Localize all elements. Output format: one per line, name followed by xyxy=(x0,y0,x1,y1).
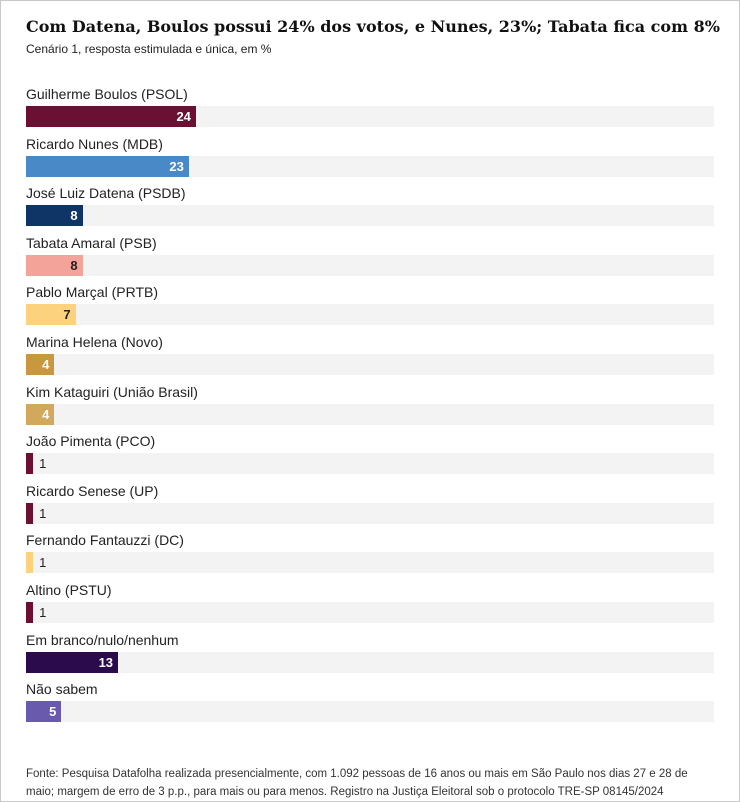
bar-category-label: João Pimenta (PCO) xyxy=(26,433,156,450)
bar xyxy=(26,353,55,375)
bar-track: 13 xyxy=(26,651,714,673)
bar-row: João Pimenta (PCO) 1 xyxy=(26,431,714,481)
bar-value-label: 4 xyxy=(42,406,50,422)
bar xyxy=(26,254,83,276)
bar-category-label: Kim Kataguiri (União Brasil) xyxy=(26,383,198,400)
bar-value-label: 1 xyxy=(39,555,47,571)
bar-track: 4 xyxy=(26,353,714,375)
bar-value-label: 24 xyxy=(176,109,191,124)
bar-track: 7 xyxy=(26,304,714,326)
bar-row: Marina Helena (Novo) 4 xyxy=(26,332,714,382)
bar-track: 8 xyxy=(26,205,714,227)
bar-category-label: Tabata Amaral (PSB) xyxy=(26,234,157,251)
bar-value-label: 23 xyxy=(169,158,184,174)
bar-value-label: 1 xyxy=(39,505,47,521)
bar-row: Ricardo Nunes (MDB) 23 xyxy=(26,134,714,184)
bar-list: Guilherme Boulos (PSOL) 24 Ricardo Nunes (… xyxy=(26,84,714,729)
bar-value-label: 1 xyxy=(39,604,47,620)
bar-track: 1 xyxy=(26,502,714,524)
bar xyxy=(26,304,76,326)
bar-track: 1 xyxy=(26,601,714,623)
bar-category-label: Guilherme Boulos (PSOL) xyxy=(26,86,188,102)
bar-value-label: 5 xyxy=(49,704,57,720)
bar-row: Fernando Fantauzzi (DC) 1 xyxy=(26,530,714,580)
bar xyxy=(26,601,34,623)
chart-subtitle: Cenário 1, resposta estimulada e única, … xyxy=(26,42,272,56)
bar-track: 23 xyxy=(26,155,714,177)
bar-value-label: 4 xyxy=(42,356,50,372)
bar-row: Altino (PSTU) 1 xyxy=(26,580,714,630)
bar-category-label: Marina Helena (Novo) xyxy=(26,333,163,350)
bar-row: Tabata Amaral (PSB) 8 xyxy=(26,233,714,283)
bar-track: 1 xyxy=(26,552,714,574)
bar xyxy=(26,502,34,524)
bar xyxy=(26,453,34,475)
bar-value-label: 7 xyxy=(63,307,71,323)
bar-row: Em branco/nulo/nenhum 13 xyxy=(26,630,714,680)
bar-value-label: 8 xyxy=(70,257,78,273)
bar-row: Ricardo Senese (UP) 1 xyxy=(26,481,714,531)
bar-track: 8 xyxy=(26,254,714,276)
bar-value-label: 8 xyxy=(70,208,78,224)
bar-category-label: José Luiz Datena (PSDB) xyxy=(26,185,186,202)
bar-value-label: 1 xyxy=(39,456,47,472)
bar xyxy=(26,651,119,673)
bar-row: José Luiz Datena (PSDB) 8 xyxy=(26,183,714,233)
bar xyxy=(26,205,83,227)
bar-row: Pablo Marçal (PRTB) 7 xyxy=(26,282,714,332)
bar xyxy=(26,155,189,177)
bar-row: Kim Kataguiri (União Brasil) 4 xyxy=(26,382,714,432)
bar-track: 5 xyxy=(26,701,714,723)
source-note: Fonte: Pesquisa Datafolha realizada pres… xyxy=(26,768,688,798)
bar-category-label: Ricardo Senese (UP) xyxy=(26,482,159,499)
bar-track: 1 xyxy=(26,453,714,475)
bar-row: Não sabem 5 xyxy=(26,679,714,729)
bar xyxy=(26,106,196,127)
bar-category-label: Em branco/nulo/nenhum xyxy=(26,631,179,648)
bar xyxy=(26,403,55,425)
bar-category-label: Ricardo Nunes (MDB) xyxy=(26,135,163,152)
bar-track: 4 xyxy=(26,403,714,425)
bar-value-label: 13 xyxy=(98,654,114,670)
bar xyxy=(26,701,62,723)
bar-category-label: Altino (PSTU) xyxy=(26,581,112,598)
chart-title: Com Datena, Boulos possui 24% dos votos,… xyxy=(26,17,720,36)
bar-row: Guilherme Boulos (PSOL) 24 xyxy=(26,84,714,134)
bar-category-label: Pablo Marçal (PRTB) xyxy=(26,284,159,301)
bar xyxy=(26,552,34,574)
bar-category-label: Não sabem xyxy=(26,681,98,698)
bar-track: 24 xyxy=(26,106,714,127)
bar-category-label: Fernando Fantauzzi (DC) xyxy=(26,532,184,549)
